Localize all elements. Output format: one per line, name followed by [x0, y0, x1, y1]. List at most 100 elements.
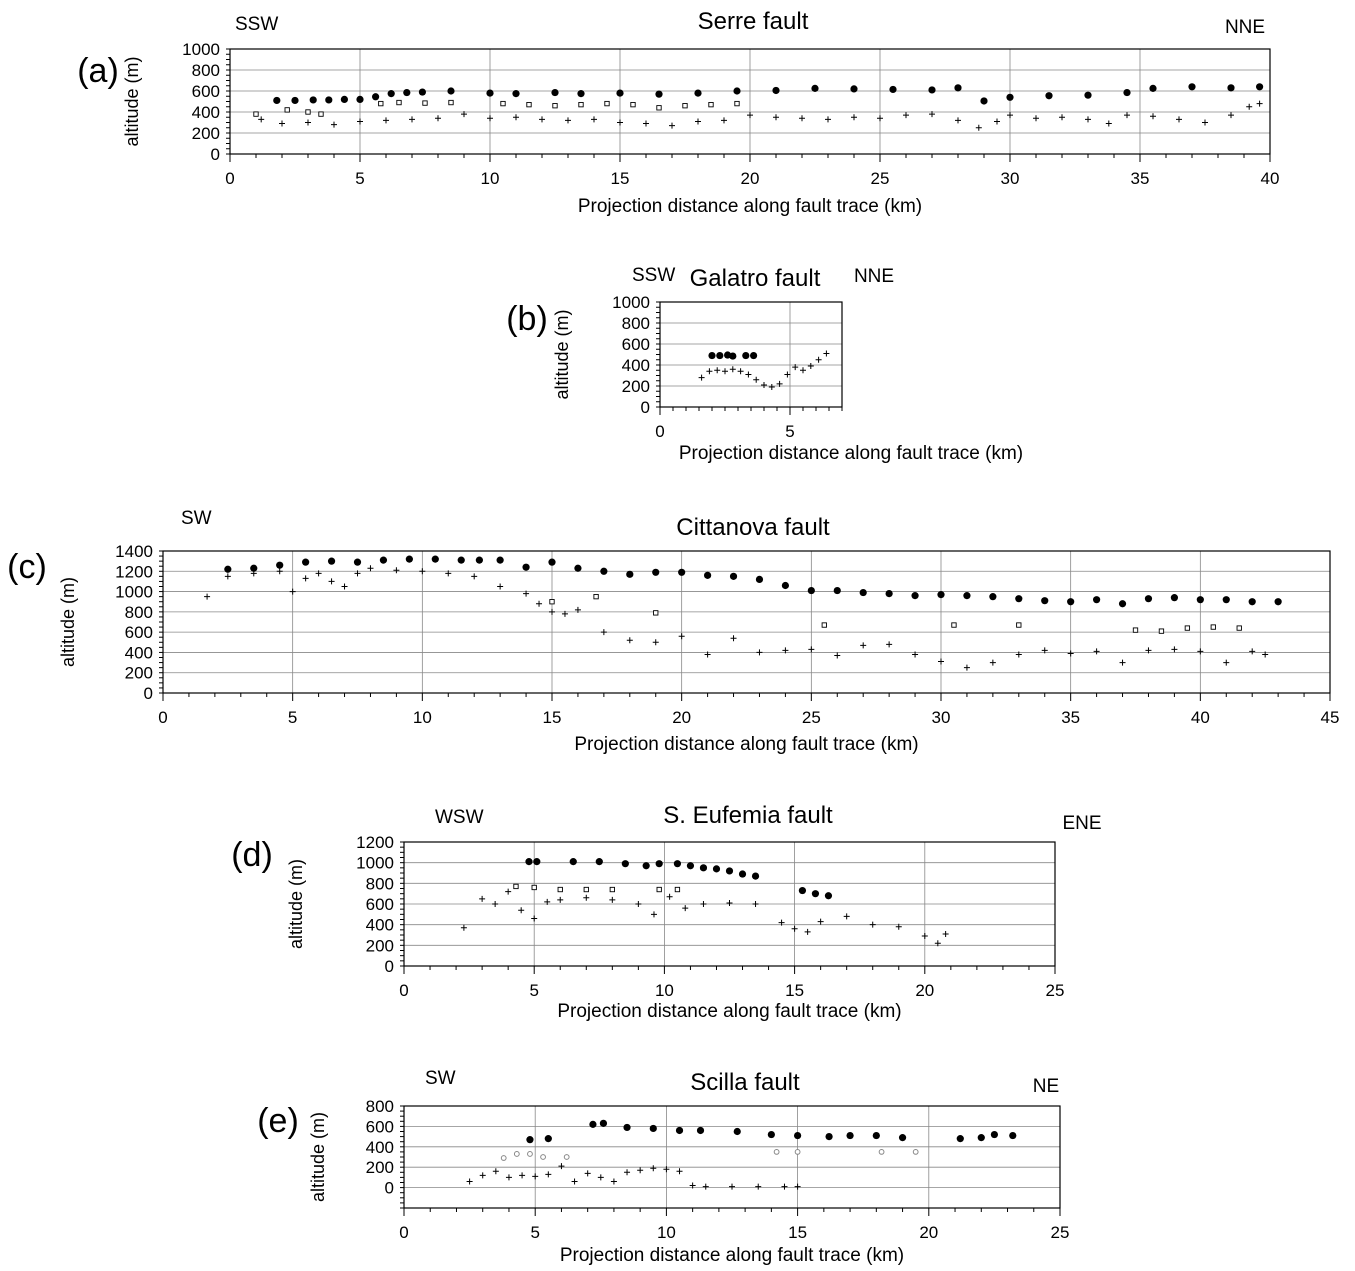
- x-tick-label: 20: [741, 169, 760, 188]
- data-point-plus: [792, 364, 799, 371]
- data-point-plus: [523, 590, 530, 597]
- data-point-plus: [722, 368, 728, 375]
- data-point-square: [656, 886, 662, 893]
- data-point-plus: [1197, 648, 1204, 655]
- data-point-plus: [383, 117, 389, 124]
- data-point-plus: [755, 1183, 762, 1190]
- y-tick-label: 400: [366, 1138, 394, 1157]
- data-point-plus: [729, 366, 736, 373]
- data-point-dot: [1149, 84, 1157, 92]
- data-point-plus: [1033, 115, 1039, 122]
- data-point-plus: [539, 116, 545, 123]
- data-point-plus: [903, 112, 909, 119]
- data-point-plus: [557, 896, 564, 903]
- data-point-plus: [895, 923, 902, 930]
- data-point-plus: [1202, 119, 1208, 126]
- data-point-dot: [872, 1131, 880, 1140]
- data-point-plus: [794, 1183, 801, 1190]
- data-point-dot: [928, 86, 936, 94]
- y-tick-label: 1000: [182, 40, 220, 59]
- data-point-dot: [1144, 595, 1153, 603]
- data-point-plus: [549, 608, 555, 615]
- data-point-plus: [669, 122, 675, 129]
- data-point-plus: [689, 1182, 696, 1189]
- data-point-plus: [747, 112, 753, 119]
- data-point-plus: [445, 570, 452, 577]
- data-point-square: [513, 883, 519, 890]
- data-point-dot: [655, 90, 663, 98]
- data-point-dot: [577, 90, 585, 98]
- data-point-square: [1184, 625, 1191, 631]
- data-point-plus: [781, 1183, 788, 1190]
- data-point-dot: [911, 592, 919, 600]
- data-point-dot: [353, 558, 362, 566]
- data-point-dot: [859, 588, 867, 597]
- y-tick-label: 800: [622, 314, 650, 333]
- data-point-square: [526, 101, 532, 108]
- data-point-square: [951, 622, 957, 628]
- data-point-dot: [544, 1135, 552, 1143]
- data-point-plus: [460, 924, 467, 931]
- data-point-plus: [331, 121, 337, 128]
- direction-right: NNE: [854, 266, 894, 287]
- data-point-plus: [698, 374, 705, 381]
- panel-letter: (a): [77, 52, 119, 90]
- data-point-plus: [584, 1170, 591, 1177]
- direction-left: SSW: [632, 265, 675, 286]
- y-axis-label: altitude (m): [552, 309, 572, 399]
- data-point-plus: [834, 652, 841, 659]
- data-point-plus: [1262, 651, 1269, 658]
- data-point-plus: [650, 1165, 657, 1172]
- data-point-dot: [574, 564, 582, 572]
- y-tick-label: 800: [192, 61, 220, 80]
- data-point-plus: [678, 633, 685, 640]
- x-axis-label: Projection distance along fault trace (k…: [574, 734, 918, 755]
- y-tick-label: 400: [366, 916, 394, 935]
- data-point-plus: [1246, 103, 1253, 110]
- data-point-plus: [461, 111, 467, 118]
- data-point-plus: [737, 368, 744, 375]
- data-point-plus: [328, 578, 335, 585]
- series-square: [549, 593, 1242, 634]
- data-point-plus: [536, 600, 543, 607]
- y-tick-label: 200: [366, 1158, 394, 1177]
- x-tick-label: 0: [225, 169, 234, 188]
- series-plus: [466, 1163, 801, 1190]
- data-point-dot: [850, 85, 858, 93]
- data-point-plus: [600, 629, 607, 636]
- data-point-plus: [666, 893, 673, 900]
- data-point-plus: [497, 583, 504, 590]
- data-point-plus: [305, 119, 311, 126]
- data-point-plus: [1228, 112, 1234, 119]
- data-point-ring: [912, 1149, 919, 1155]
- data-point-square: [1210, 624, 1216, 630]
- data-point-dot: [954, 84, 962, 92]
- data-point-dot: [642, 862, 650, 870]
- data-point-plus: [279, 120, 285, 127]
- data-point-plus: [610, 1178, 617, 1185]
- data-point-dot: [623, 1123, 631, 1132]
- data-point-dot: [956, 1135, 964, 1143]
- data-point-dot: [273, 96, 281, 105]
- data-point-plus: [700, 901, 707, 907]
- data-point-plus: [695, 118, 701, 125]
- y-tick-label: 1200: [115, 562, 153, 581]
- data-point-dot: [526, 1136, 534, 1144]
- data-point-plus: [1015, 651, 1022, 658]
- direction-right: NE: [1033, 1076, 1059, 1097]
- data-point-dot: [1256, 83, 1264, 91]
- data-point-plus: [204, 593, 211, 600]
- data-point-dot: [522, 563, 530, 571]
- data-point-dot: [1227, 84, 1235, 92]
- x-tick-label: 15: [543, 708, 562, 727]
- data-point-plus: [784, 371, 791, 378]
- chart-panel-1: 0 5 0 200 400 600 800 1000 Galatro fault SSW NNE (b…: [506, 265, 1023, 464]
- data-point-plus: [617, 119, 623, 126]
- data-point-dot: [733, 1127, 741, 1136]
- data-point-plus: [289, 588, 296, 595]
- data-point-plus: [730, 635, 737, 642]
- x-axis-label: Projection distance along fault trace (k…: [560, 1245, 904, 1266]
- x-tick-label: 10: [481, 169, 500, 188]
- data-point-plus: [571, 1178, 578, 1185]
